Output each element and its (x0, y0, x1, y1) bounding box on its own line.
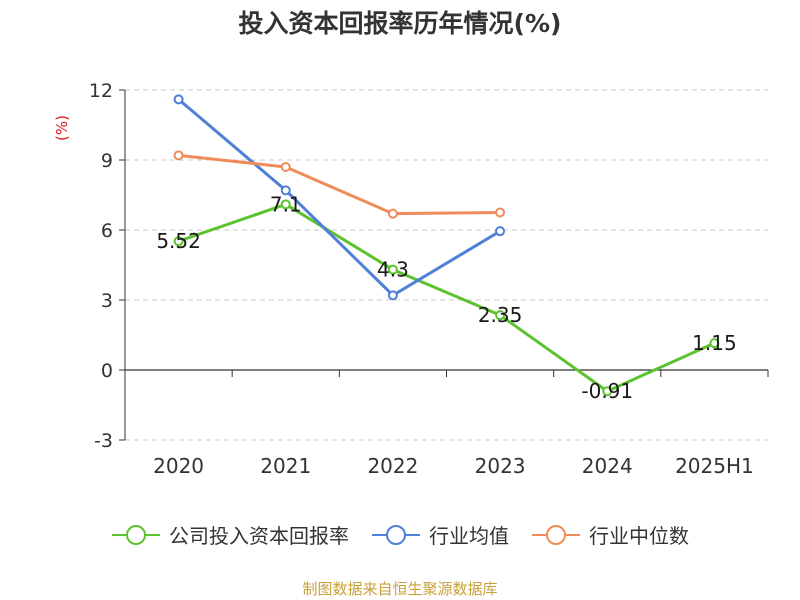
data-label: 1.15 (692, 331, 737, 355)
data-label: 4.3 (377, 258, 409, 282)
data-point (173, 150, 184, 161)
data-point (495, 226, 506, 237)
data-point (709, 338, 720, 349)
series-line (178, 202, 716, 393)
y-tick-label: 3 (101, 290, 113, 312)
x-tick-label: 2020 (153, 454, 204, 478)
data-label: 2.35 (478, 303, 523, 327)
data-label: 5.52 (156, 229, 201, 253)
data-label: -0.91 (581, 379, 633, 403)
data-label: 7.1 (270, 192, 302, 216)
data-point (387, 290, 398, 301)
y-tick-label: 0 (101, 360, 113, 382)
legend: 公司投入资本回报率 行业均值 行业中位数 (0, 520, 800, 549)
legend-item[interactable]: 行业均值 (371, 520, 509, 549)
line-chart: -3 0 3 6 9 12 2020 2021 2022 2023 2024 2025H1 5.52 7… (53, 80, 769, 478)
x-tick-label: 2021 (260, 454, 311, 478)
x-tick-label: 2025H1 (675, 454, 754, 478)
y-tick-label: 9 (101, 150, 113, 172)
source-note: 制图数据来自恒生聚源数据库 (302, 580, 498, 598)
series-lines (173, 94, 720, 397)
grid-lines (125, 89, 768, 441)
legend-line-marker-icon (532, 524, 580, 545)
x-tick-label: 2022 (367, 454, 418, 478)
x-tick-label: 2023 (475, 454, 526, 478)
data-point (280, 162, 291, 172)
y-tick-label: 6 (101, 220, 113, 242)
legend-label: 行业均值 (429, 524, 509, 548)
series-line (177, 98, 501, 297)
data-point (495, 310, 506, 321)
y-tick-label: 12 (89, 80, 113, 102)
y-tick-label: -3 (94, 430, 113, 452)
legend-line-marker-icon (112, 524, 160, 545)
axes: -3 0 3 6 9 12 2020 2021 2022 2023 2024 2025H1 (89, 80, 769, 478)
data-point (173, 94, 184, 105)
legend-item[interactable]: 公司投入资本回报率 (111, 520, 349, 549)
data-point (495, 207, 506, 218)
series-line (178, 153, 501, 216)
data-labels: 5.52 7.1 4.3 2.35 -0.91 1.15 (156, 192, 736, 403)
chart-title: 投入资本回报率历年情况(%) (238, 9, 562, 38)
data-point (602, 386, 613, 397)
data-point (173, 236, 184, 247)
x-tick-label: 2024 (582, 454, 633, 478)
y-axis-label: (%) (53, 115, 71, 141)
data-point (387, 208, 398, 219)
data-point (387, 264, 398, 275)
data-point (280, 199, 291, 210)
legend-item[interactable]: 行业中位数 (531, 520, 689, 549)
legend-line-marker-icon (372, 524, 420, 545)
legend-label: 公司投入资本回报率 (169, 524, 349, 548)
legend-label: 行业中位数 (589, 524, 689, 548)
data-point (280, 185, 291, 196)
